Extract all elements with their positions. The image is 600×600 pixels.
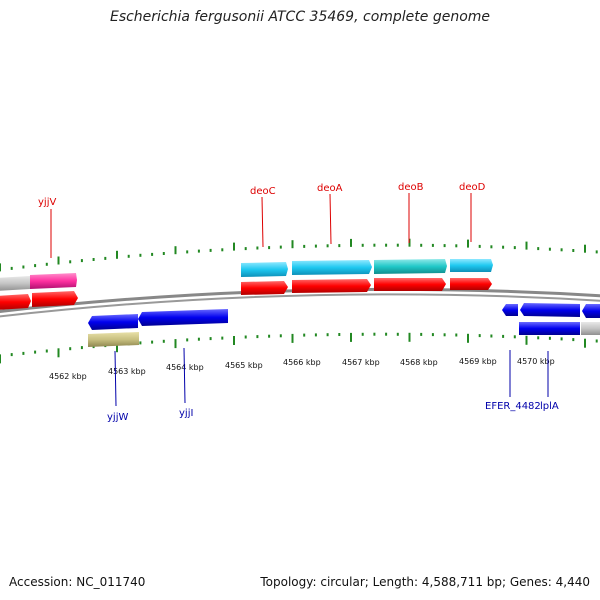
leader-yjjI: [183, 347, 186, 404]
scale-labels: 4562 kbp 4563 kbp 4564 kbp 4565 kbp 4566…: [49, 357, 555, 381]
label-yjjV[interactable]: yjjV: [38, 197, 56, 208]
label-EFER_4482[interactable]: EFER_4482: [485, 401, 541, 412]
gene-feature-gray-left: [0, 276, 30, 291]
tick-label-4566: 4566 kbp: [283, 358, 321, 367]
cds-yjjV: [32, 291, 78, 307]
label-yjjW[interactable]: yjjW: [107, 412, 128, 423]
cds-lplA: [582, 304, 600, 318]
cds-reverse-small: [502, 304, 518, 316]
tick-label-4565: 4565 kbp: [225, 361, 263, 370]
label-deoD[interactable]: deoD: [459, 182, 486, 193]
label-deoC[interactable]: deoC: [250, 186, 276, 197]
cds-forward-left: [0, 294, 31, 310]
gene-feature-deoB: [374, 259, 447, 274]
gene-feature-deoD: [450, 259, 493, 272]
cds-yjjW: [88, 314, 138, 330]
genome-summary-text: Topology: circular; Length: 4,588,711 bp…: [260, 575, 590, 589]
gene-feature-deoA: [292, 260, 372, 275]
gene-feature-EFER_4482: [519, 322, 580, 335]
genome-backbone-inner: [0, 293, 600, 318]
tick-label-4570: 4570 kbp: [517, 357, 555, 366]
reverse-gene-labels: yjjW yjjI EFER_4482 lplA: [107, 347, 559, 423]
cds-EFER_4482: [520, 303, 580, 317]
accession-text: Accession: NC_011740: [9, 575, 146, 589]
label-deoA[interactable]: deoA: [317, 183, 343, 194]
tick-label-4563: 4563 kbp: [108, 367, 146, 376]
label-yjjI[interactable]: yjjI: [179, 408, 193, 419]
tick-label-4569: 4569 kbp: [459, 357, 497, 366]
gene-feature-yjjW: [88, 332, 139, 347]
cds-yjjI: [138, 309, 228, 326]
cds-deoA: [292, 279, 371, 293]
map-title: Escherichia fergusonii ATCC 35469, compl…: [109, 9, 491, 25]
leader-yjjW: [114, 350, 117, 407]
cds-deoD: [450, 278, 492, 290]
tick-label-4562: 4562 kbp: [49, 372, 87, 381]
bottom-tick-row: [0, 332, 598, 364]
cds-deoC: [241, 281, 288, 295]
label-deoB[interactable]: deoB: [398, 182, 424, 193]
gene-feature-lplA: [581, 322, 600, 335]
forward-gene-labels: yjjV deoC deoA deoB deoD: [38, 182, 486, 258]
gene-feature-yjjV: [30, 273, 77, 289]
label-lplA[interactable]: lplA: [540, 401, 559, 412]
tick-label-4568: 4568 kbp: [400, 358, 438, 367]
leader-deoC: [261, 196, 264, 248]
leader-deoA: [329, 193, 332, 245]
top-tick-row: [0, 238, 598, 272]
cds-deoB: [374, 278, 446, 291]
tick-label-4567: 4567 kbp: [342, 358, 380, 367]
gene-feature-deoC: [241, 262, 288, 277]
